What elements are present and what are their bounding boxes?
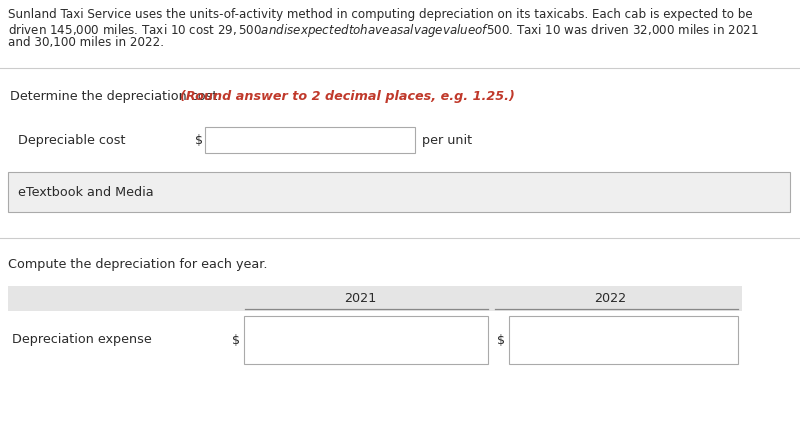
- Text: 2021: 2021: [344, 292, 376, 304]
- Bar: [8, 172, 790, 212]
- Text: eTextbook and Media: eTextbook and Media: [18, 185, 154, 198]
- Text: Determine the depreciation cost.: Determine the depreciation cost.: [10, 90, 226, 103]
- Bar: [509, 316, 738, 364]
- Text: driven 145,000 miles. Taxi 10 cost $29,500 and is expected to have a salvage val: driven 145,000 miles. Taxi 10 cost $29,5…: [8, 22, 758, 39]
- Text: $: $: [195, 133, 203, 147]
- Text: $: $: [497, 334, 505, 346]
- Text: Depreciable cost: Depreciable cost: [18, 133, 126, 147]
- Text: 2022: 2022: [594, 292, 626, 304]
- Text: Compute the depreciation for each year.: Compute the depreciation for each year.: [8, 258, 267, 271]
- Bar: [8, 286, 742, 311]
- Bar: [205, 127, 415, 153]
- Text: $: $: [232, 334, 240, 346]
- Text: Sunland Taxi Service uses the units-of-activity method in computing depreciation: Sunland Taxi Service uses the units-of-a…: [8, 8, 753, 21]
- Text: (Round answer to 2 decimal places, e.g. 1.25.): (Round answer to 2 decimal places, e.g. …: [180, 90, 515, 103]
- Text: Depreciation expense: Depreciation expense: [12, 334, 152, 346]
- Text: per unit: per unit: [422, 133, 472, 147]
- Bar: [244, 316, 488, 364]
- Text: and 30,100 miles in 2022.: and 30,100 miles in 2022.: [8, 36, 164, 49]
